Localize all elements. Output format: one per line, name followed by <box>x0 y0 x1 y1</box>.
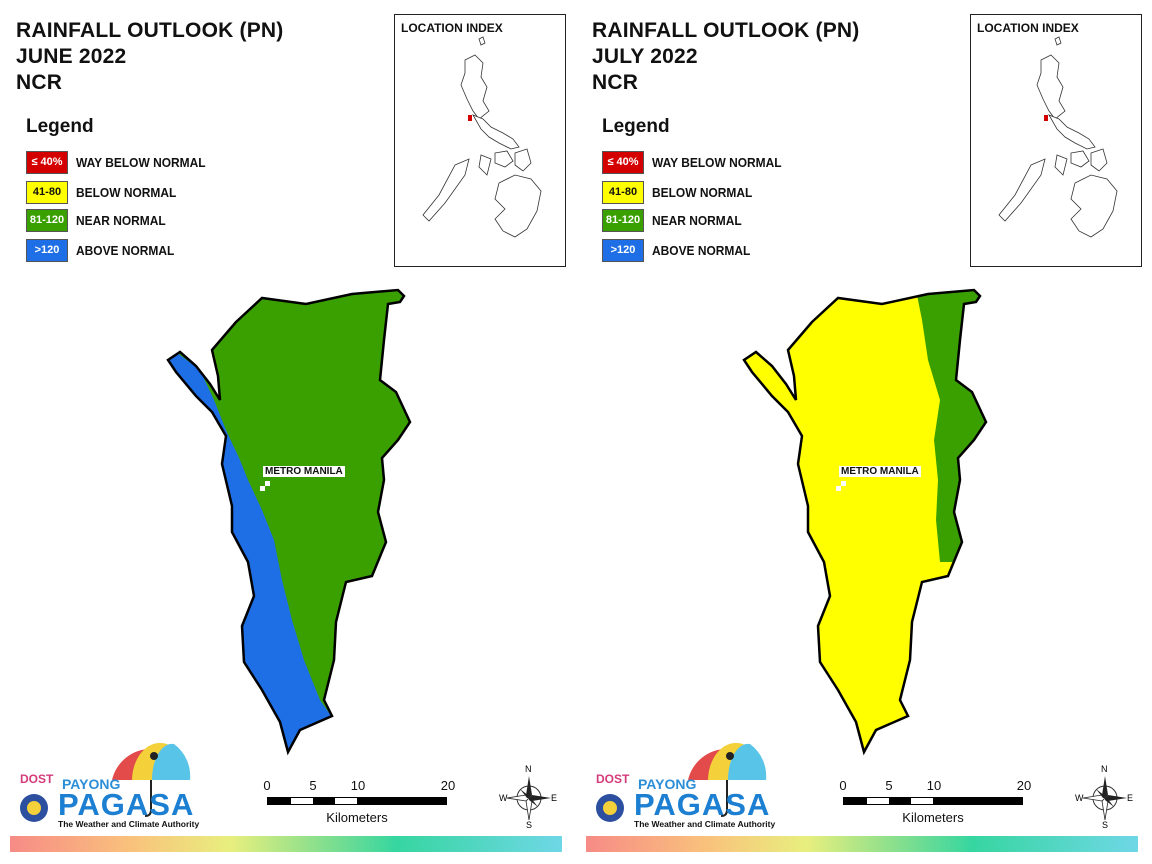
title-line-1: RAINFALL OUTLOOK (PN) <box>16 19 284 42</box>
metro-manila-marker <box>836 486 841 491</box>
logo-dost-text: DOST <box>596 772 630 786</box>
ncr-boundary <box>166 288 412 756</box>
legend-label: BELOW NORMAL <box>76 184 177 200</box>
logo-tagline: The Weather and Climate Authority <box>58 819 200 829</box>
legend-item-below-normal: 41-80 BELOW NORMAL <box>26 180 185 204</box>
legend-label: NEAR NORMAL <box>76 212 166 228</box>
compass-e: E <box>1127 793 1134 803</box>
scale-tick: 20 <box>440 778 456 793</box>
legend-label: WAY BELOW NORMAL <box>652 154 782 170</box>
logo-payong-text: PAYONG <box>62 776 121 792</box>
legend-swatch: >120 <box>26 238 68 262</box>
compass-rose-icon <box>1082 776 1127 821</box>
legend-item-above-normal: >120 ABOVE NORMAL <box>26 238 183 262</box>
compass-w: W <box>499 793 508 803</box>
scale-bar-segments <box>843 797 1023 805</box>
scale-tick: 10 <box>926 778 942 793</box>
scale-tick: 0 <box>839 778 847 793</box>
logo-tagline: The Weather and Climate Authority <box>634 819 776 829</box>
compass-s: S <box>1102 820 1109 830</box>
scale-tick: 10 <box>350 778 366 793</box>
legend-item-near-normal: 81-120 NEAR NORMAL <box>26 208 174 232</box>
ncr-rainfall-map <box>742 288 988 756</box>
location-index-title: LOCATION INDEX <box>401 21 503 35</box>
location-index-inset: LOCATION INDEX <box>394 14 566 267</box>
umbrella-icon <box>596 742 767 822</box>
legend-swatch: 41-80 <box>602 180 644 204</box>
legend-swatch: ≤ 40% <box>602 150 644 174</box>
ncr-boundary <box>742 288 988 756</box>
compass-e: E <box>551 793 558 803</box>
umbrella-icon <box>20 742 191 822</box>
scale-bar-segments <box>267 797 447 805</box>
map-title: RAINFALL OUTLOOK (PN) JUNE 2022 NCR <box>16 18 283 96</box>
legend-title: Legend <box>26 116 94 137</box>
place-label-metro-manila: METRO MANILA <box>263 466 345 477</box>
scale-bar: 0 5 10 20 Kilometers <box>826 778 1031 828</box>
legend-item-above-normal: >120 ABOVE NORMAL <box>602 238 759 262</box>
legend-label: ABOVE NORMAL <box>76 242 175 258</box>
legend-label: WAY BELOW NORMAL <box>76 154 206 170</box>
legend-label: BELOW NORMAL <box>652 184 753 200</box>
compass-n: N <box>525 764 532 774</box>
legend-swatch: 81-120 <box>26 208 68 232</box>
scale-tick: 0 <box>263 778 271 793</box>
legend-item-way-below-normal: ≤ 40% WAY BELOW NORMAL <box>26 150 217 174</box>
map-title: RAINFALL OUTLOOK (PN) JULY 2022 NCR <box>592 18 859 96</box>
location-index-title: LOCATION INDEX <box>977 21 1079 35</box>
pagasa-logo: DOST PAYONG PAGASA The Weather and Clima… <box>590 740 775 832</box>
legend-label: ABOVE NORMAL <box>652 242 751 258</box>
metro-manila-marker <box>260 486 265 491</box>
philippines-outline <box>422 36 542 238</box>
logo-dost-text: DOST <box>20 772 54 786</box>
scale-bar: 0 5 10 20 Kilometers <box>250 778 455 828</box>
north-arrow: N S E W <box>1075 764 1136 830</box>
footer-gradient-bar <box>10 836 562 852</box>
title-region: NCR <box>592 71 639 94</box>
title-region: NCR <box>16 71 63 94</box>
legend-item-near-normal: 81-120 NEAR NORMAL <box>602 208 750 232</box>
legend-item-way-below-normal: ≤ 40% WAY BELOW NORMAL <box>602 150 793 174</box>
compass-rose-icon <box>506 776 551 821</box>
metro-manila-marker <box>841 481 846 486</box>
legend-swatch: >120 <box>602 238 644 262</box>
footer-gradient-bar <box>586 836 1138 852</box>
legend-title: Legend <box>602 116 670 137</box>
logo-payong-text: PAYONG <box>638 776 697 792</box>
title-month: JULY 2022 <box>592 45 698 68</box>
compass-s: S <box>526 820 533 830</box>
outlook-panel-june: RAINFALL OUTLOOK (PN) JUNE 2022 NCR Lege… <box>10 14 566 852</box>
logo-pagasa-text: PAGASA <box>58 787 195 822</box>
legend-swatch: ≤ 40% <box>26 150 68 174</box>
place-label-metro-manila: METRO MANILA <box>839 466 921 477</box>
outlook-panel-july: RAINFALL OUTLOOK (PN) JULY 2022 NCR Lege… <box>576 0 1152 864</box>
north-arrow: N S E W <box>499 764 560 830</box>
compass-w: W <box>1075 793 1084 803</box>
scale-tick: 5 <box>309 778 317 793</box>
ncr-marker <box>468 115 472 121</box>
compass-n: N <box>1101 764 1108 774</box>
title-month: JUNE 2022 <box>16 45 127 68</box>
scale-tick: 20 <box>1016 778 1032 793</box>
scale-unit: Kilometers <box>326 810 388 825</box>
legend-swatch: 41-80 <box>26 180 68 204</box>
legend-item-below-normal: 41-80 BELOW NORMAL <box>602 180 761 204</box>
location-index-inset: LOCATION INDEX <box>970 14 1142 267</box>
legend-swatch: 81-120 <box>602 208 644 232</box>
ncr-marker <box>1044 115 1048 121</box>
scale-tick: 5 <box>885 778 893 793</box>
logo-pagasa-text: PAGASA <box>634 787 771 822</box>
scale-unit: Kilometers <box>902 810 964 825</box>
philippines-outline <box>998 36 1118 238</box>
title-line-1: RAINFALL OUTLOOK (PN) <box>592 19 860 42</box>
metro-manila-marker <box>265 481 270 486</box>
pagasa-logo: DOST PAYONG PAGASA The Weather and Clima… <box>14 740 199 832</box>
ncr-rainfall-map <box>166 288 412 756</box>
legend-label: NEAR NORMAL <box>652 212 742 228</box>
